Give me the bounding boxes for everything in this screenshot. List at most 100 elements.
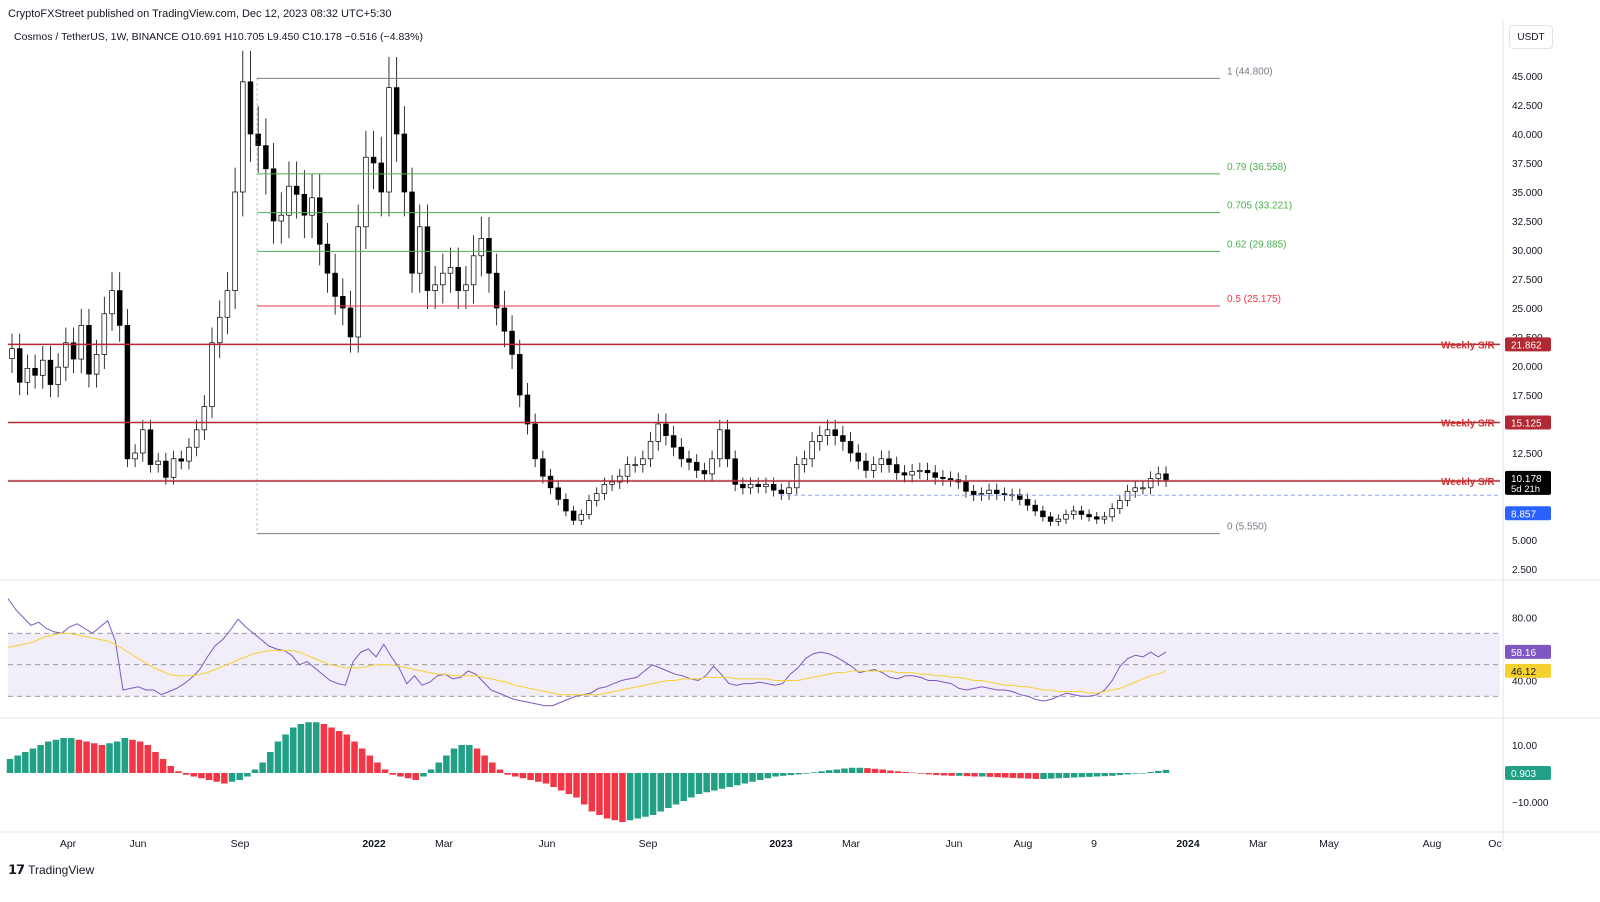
candle [647, 441, 654, 460]
weekly-sr-label: Weekly S/R [1441, 340, 1496, 351]
price-tick-label: 20.000 [1512, 362, 1543, 373]
currency-button[interactable]: USDT [1509, 25, 1553, 49]
candle [770, 483, 777, 491]
histogram-bar [917, 773, 925, 774]
histogram-bar [680, 773, 687, 801]
candle [793, 464, 800, 489]
candle [509, 330, 515, 355]
candle [9, 348, 15, 359]
histogram-bar [519, 773, 527, 779]
histogram-bar [1124, 773, 1131, 775]
histogram-bar [98, 745, 106, 773]
histogram-bar [580, 773, 588, 805]
histogram-bar [144, 745, 152, 773]
histogram-bar [512, 773, 519, 777]
candle [1001, 493, 1008, 496]
histogram-bar [565, 773, 573, 794]
histogram-bar [37, 745, 44, 773]
time-tick-label: Mar [435, 838, 454, 850]
histogram-bar [251, 769, 259, 773]
candle [563, 499, 569, 512]
candle [593, 493, 600, 501]
price-tick-label: 32.500 [1512, 217, 1543, 228]
histogram-bar [557, 773, 565, 791]
candle [1155, 473, 1162, 479]
histogram-bar [1070, 773, 1078, 778]
rsi-tick-label: 40.00 [1512, 677, 1537, 688]
histogram-bar [320, 724, 328, 773]
price-tick-label: 17.500 [1512, 391, 1543, 402]
candle [570, 510, 577, 521]
symbol-ohlc-line: Cosmos / TetherUS, 1W, BINANCE O10.691 H… [14, 31, 423, 43]
histogram-bar [374, 762, 381, 773]
histogram-bar [841, 768, 848, 773]
histogram-bar [534, 773, 542, 782]
histogram-bar [182, 773, 190, 775]
histogram-bar [1155, 770, 1162, 773]
histogram-bar [703, 773, 710, 793]
histogram-bar [642, 773, 649, 817]
histogram-bar [450, 748, 458, 773]
histogram-bar [1093, 773, 1101, 777]
histogram-bar [496, 769, 504, 773]
candle [963, 481, 969, 492]
histogram-bar [986, 773, 994, 777]
histogram-bar [244, 773, 251, 777]
histogram-bar [351, 741, 358, 773]
histogram-bar [634, 773, 642, 819]
histogram-bar [312, 722, 320, 773]
candle [493, 272, 500, 309]
candle [1140, 487, 1146, 490]
candle [586, 500, 592, 515]
histogram-bar [665, 773, 672, 808]
candle [309, 197, 315, 216]
time-tick-label: May [1319, 838, 1340, 850]
candle [786, 487, 792, 494]
price-tick-label: 12.500 [1512, 449, 1543, 460]
histogram-bar [1047, 773, 1055, 779]
candle [263, 145, 269, 170]
candle [270, 168, 277, 222]
histogram-bar [956, 773, 963, 776]
brand-label: TradingView [28, 863, 95, 877]
histogram-bar [726, 773, 733, 787]
tradingview-footer[interactable]: 𝟭𝟳 TradingView [8, 862, 94, 878]
histogram-bar [749, 773, 756, 782]
histogram-bar [940, 773, 948, 776]
histogram-bar [473, 748, 481, 773]
candle [224, 290, 231, 318]
histogram-bar [328, 727, 335, 773]
histogram-bar [29, 748, 37, 773]
candle [216, 316, 223, 344]
histogram-bar [1009, 773, 1017, 778]
price-tick-label: 30.000 [1512, 246, 1543, 257]
histogram-bar [1147, 771, 1154, 773]
histogram-bar [221, 773, 228, 784]
countdown-text: 5d 21h [1511, 484, 1540, 495]
histogram-bar [420, 773, 427, 777]
candle [986, 489, 992, 494]
candle [840, 435, 846, 442]
histogram-bar [152, 752, 159, 773]
histogram-bar [205, 773, 213, 780]
candle [832, 429, 838, 436]
candle [417, 226, 423, 274]
candle [524, 394, 531, 425]
histogram-bar [274, 741, 282, 773]
histogram-bar [573, 773, 580, 798]
histogram-bar [810, 772, 818, 773]
histogram-bar [22, 752, 29, 773]
histogram-bar [1055, 773, 1063, 779]
time-tick-label: Jun [539, 838, 556, 850]
histogram-bar [297, 724, 305, 773]
histogram-bar [121, 738, 129, 773]
candle [463, 284, 469, 291]
candle [970, 490, 977, 496]
fib-level-label: 0.79 (36.558) [1227, 162, 1287, 173]
histogram-bar [504, 773, 511, 775]
candle [232, 191, 238, 291]
candle [147, 429, 154, 465]
candle [901, 472, 908, 476]
tradingview-logo-icon: 𝟭𝟳 [8, 862, 25, 877]
